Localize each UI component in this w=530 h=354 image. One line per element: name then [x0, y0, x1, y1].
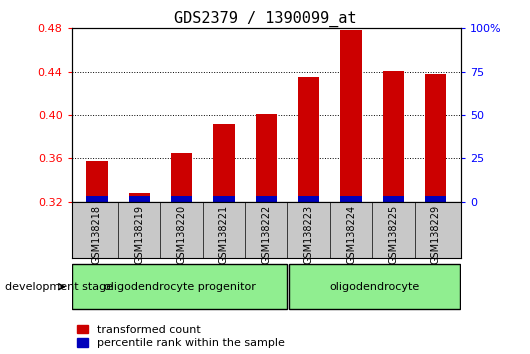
Bar: [383, 196, 404, 202]
Text: GSM138229: GSM138229: [431, 205, 440, 264]
Text: GSM138221: GSM138221: [219, 205, 229, 264]
Bar: [383, 70, 404, 202]
Bar: [86, 161, 108, 202]
Text: oligodendrocyte: oligodendrocyte: [330, 282, 420, 292]
Legend: transformed count, percentile rank within the sample: transformed count, percentile rank withi…: [77, 325, 285, 348]
Bar: [256, 114, 277, 202]
Bar: [214, 124, 235, 202]
Bar: [171, 153, 192, 202]
Bar: [340, 30, 361, 202]
Bar: [171, 196, 192, 202]
Text: GSM138219: GSM138219: [134, 205, 144, 264]
Text: GSM138220: GSM138220: [176, 205, 187, 264]
Bar: [86, 196, 108, 202]
Text: GSM138225: GSM138225: [388, 205, 399, 264]
Bar: [129, 196, 150, 202]
Bar: [256, 196, 277, 202]
Bar: [129, 193, 150, 202]
Text: GSM138222: GSM138222: [261, 205, 271, 264]
Text: GSM138223: GSM138223: [304, 205, 314, 264]
Bar: [425, 196, 446, 202]
Bar: [425, 74, 446, 202]
Text: development stage: development stage: [5, 282, 113, 292]
Text: GSM138218: GSM138218: [92, 205, 102, 264]
Bar: [214, 196, 235, 202]
Bar: [73, 264, 287, 309]
Text: GDS2379 / 1390099_at: GDS2379 / 1390099_at: [174, 11, 356, 27]
Text: oligodendrocyte progenitor: oligodendrocyte progenitor: [104, 282, 255, 292]
Bar: [298, 196, 319, 202]
Bar: [340, 196, 361, 202]
Text: GSM138224: GSM138224: [346, 205, 356, 264]
Bar: [289, 264, 460, 309]
Bar: [298, 77, 319, 202]
